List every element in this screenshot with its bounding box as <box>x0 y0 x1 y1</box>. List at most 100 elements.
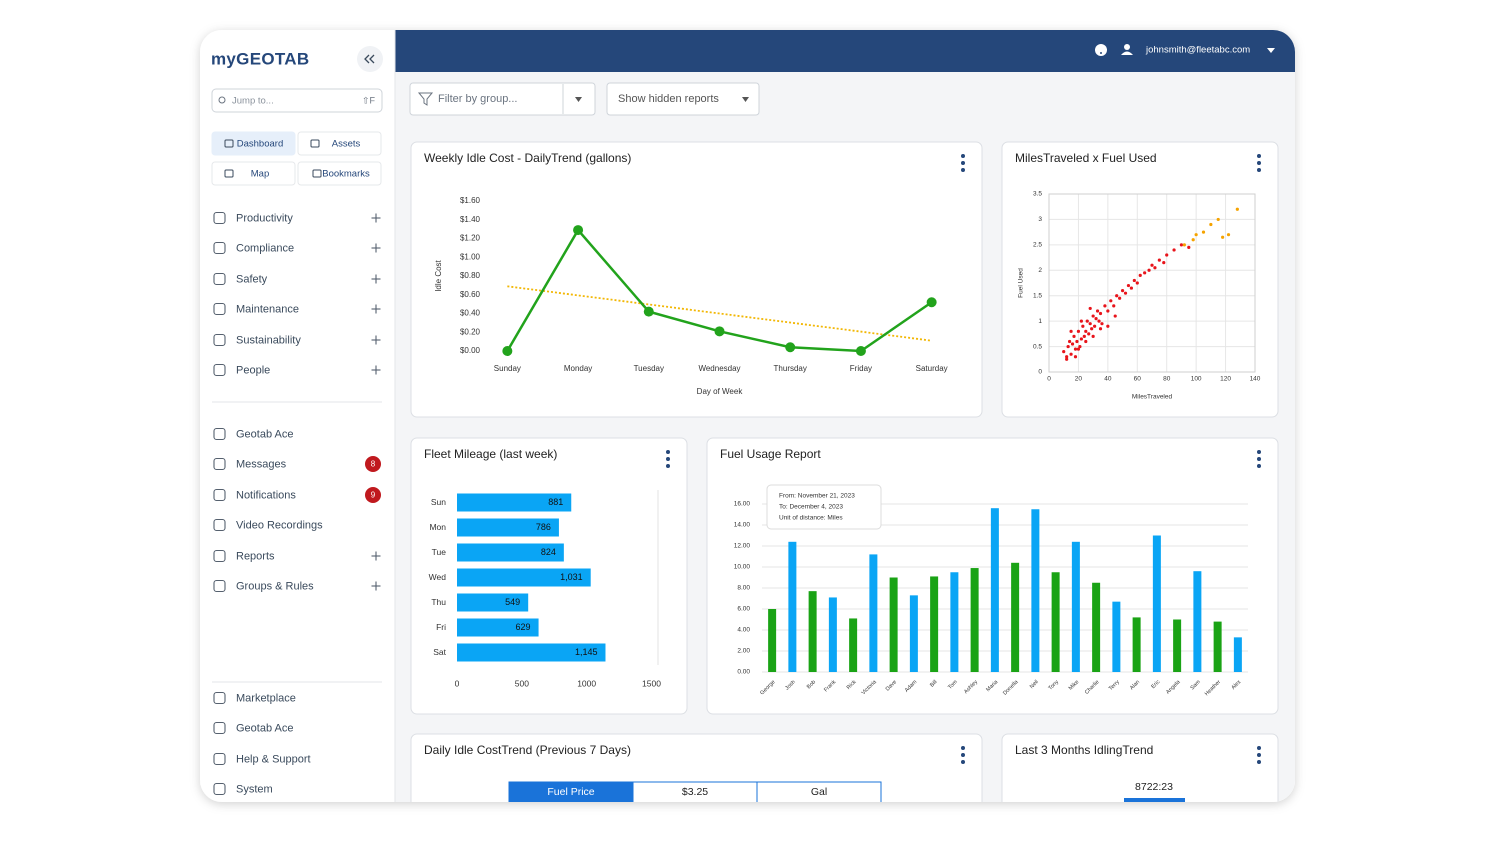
scatter-point <box>1162 261 1166 265</box>
hidden-reports-label: Show hidden reports <box>618 93 719 105</box>
nav-item[interactable]: Messages <box>236 458 287 470</box>
bar <box>828 597 837 672</box>
nav-item[interactable]: Reports <box>236 550 275 562</box>
scatter-point <box>1235 207 1239 211</box>
card-menu-dot[interactable] <box>961 168 965 172</box>
scatter-point <box>1098 311 1103 316</box>
bar-value-label: 824 <box>541 547 556 557</box>
y-tick-label: 6.00 <box>737 606 750 613</box>
nav-item[interactable]: Help & Support <box>236 753 311 765</box>
nav-item[interactable]: Maintenance <box>236 303 299 315</box>
group-filter[interactable] <box>409 82 596 116</box>
card-menu-dot[interactable] <box>1257 760 1261 764</box>
nav-item[interactable]: Groups & Rules <box>236 580 314 592</box>
hidden-reports[interactable] <box>606 82 760 116</box>
nav-item[interactable]: Geotab Ace <box>236 428 294 440</box>
user-dropdown[interactable] <box>1267 48 1275 53</box>
search-shortcut: ⇧F <box>362 95 376 105</box>
quick-link[interactable] <box>211 131 296 156</box>
search-box[interactable] <box>211 88 383 113</box>
nav-icon <box>213 691 226 705</box>
x-tick-label: 60 <box>1134 376 1142 383</box>
nav-icon <box>213 721 226 735</box>
card-menu-dot[interactable] <box>1257 450 1261 454</box>
card-menu-dot[interactable] <box>961 760 965 764</box>
bar <box>1092 582 1101 672</box>
table-cell-text: $3.25 <box>682 786 708 798</box>
card-title: Daily Idle CostTrend (Previous 7 Days) <box>424 743 631 757</box>
plot-frame <box>1048 193 1256 373</box>
card-title: Fleet Mileage (last week) <box>424 447 557 461</box>
scatter-point <box>1065 355 1069 359</box>
nav-item[interactable]: Video Recordings <box>236 519 323 531</box>
card-menu-dot[interactable] <box>1257 168 1261 172</box>
scatter-point <box>1135 281 1139 285</box>
quick-link-label: Dashboard <box>237 139 283 150</box>
nav-item[interactable]: Geotab Ace <box>236 722 294 734</box>
card-menu-dot[interactable] <box>1257 161 1261 165</box>
y-tick-label: 3.5 <box>1033 191 1042 198</box>
scatter-point <box>1221 235 1225 239</box>
card-menu-dot[interactable] <box>1257 457 1261 461</box>
scatter-point <box>1112 304 1116 308</box>
nav-item[interactable]: Notifications <box>236 489 296 501</box>
nav-icon <box>213 363 226 377</box>
trend-line <box>507 285 932 342</box>
user-icon[interactable] <box>1124 44 1130 50</box>
data-point <box>714 326 725 337</box>
bar <box>1071 541 1080 672</box>
card-menu-dot[interactable] <box>666 450 670 454</box>
filter-caret[interactable] <box>575 97 582 102</box>
nav-item[interactable]: Compliance <box>236 242 294 254</box>
bar <box>889 577 898 672</box>
bar <box>1011 562 1020 672</box>
card-menu-dot[interactable] <box>961 753 965 757</box>
scatter-point <box>1157 258 1161 262</box>
card-menu-dot[interactable] <box>961 154 965 158</box>
quick-link-icon <box>224 139 234 148</box>
y-tick-label: 12.00 <box>734 543 751 550</box>
logo[interactable]: myGEOTAB <box>211 49 309 68</box>
scatter-point <box>1082 334 1086 338</box>
x-tick-label: 0 <box>1047 376 1051 383</box>
bar <box>457 543 564 562</box>
scatter-point <box>1091 334 1095 338</box>
card-menu-dot[interactable] <box>1257 746 1261 750</box>
y-tick-label: 3 <box>1038 216 1042 223</box>
card-menu-dot[interactable] <box>1257 753 1261 757</box>
quick-link[interactable] <box>297 131 382 156</box>
y-tick-label: Thu <box>431 597 446 607</box>
card-menu-dot[interactable] <box>961 161 965 165</box>
card-menu-dot[interactable] <box>1257 154 1261 158</box>
bar <box>909 595 918 672</box>
group-filter-label: Filter by group... <box>438 93 517 105</box>
user-email[interactable]: johnsmith@fleetabc.com <box>1145 45 1250 56</box>
badge <box>365 487 381 503</box>
scatter-point <box>1109 299 1113 303</box>
card-menu-dot[interactable] <box>666 464 670 468</box>
card-menu-dot[interactable] <box>1257 464 1261 468</box>
collapse-icon <box>364 54 370 64</box>
y-tick-label: 10.00 <box>734 564 751 571</box>
scatter-point <box>1066 344 1070 349</box>
nav-item[interactable]: People <box>236 364 270 376</box>
scatter-point <box>1103 304 1107 308</box>
x-tick-label: Tom <box>947 679 959 691</box>
quick-link[interactable] <box>297 161 382 186</box>
quick-link-label: Map <box>251 169 269 180</box>
nav-item[interactable]: System <box>236 783 273 795</box>
nav-item[interactable]: Safety <box>236 273 268 285</box>
nav-item[interactable]: Productivity <box>236 212 293 224</box>
search-placeholder: Jump to... <box>232 96 274 107</box>
tooltip-box <box>766 484 882 530</box>
nav-item[interactable]: Sustainability <box>236 334 301 346</box>
help-icon[interactable] <box>1095 44 1107 56</box>
table-cell <box>756 781 882 802</box>
scatter-point <box>1113 314 1117 318</box>
nav-item[interactable]: Marketplace <box>236 692 296 704</box>
quick-link[interactable] <box>211 161 296 186</box>
scatter-point <box>1093 324 1097 328</box>
card-menu-dot[interactable] <box>666 457 670 461</box>
card-menu-dot[interactable] <box>961 746 965 750</box>
y-tick-label: 1.5 <box>1033 292 1042 299</box>
